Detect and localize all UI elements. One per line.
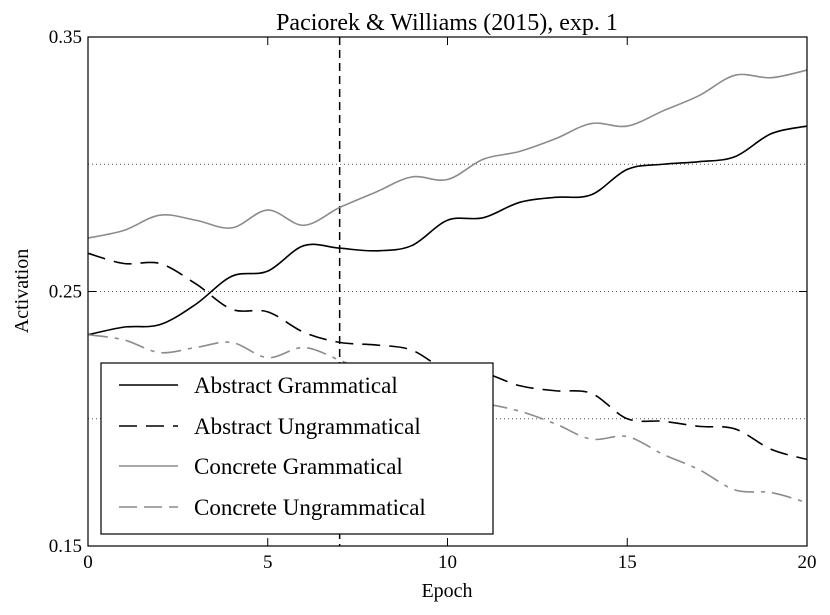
legend-box xyxy=(100,362,494,535)
y-axis-title: Activation xyxy=(11,249,33,333)
x-tick-label-3: 15 xyxy=(618,552,637,573)
series-line-2 xyxy=(87,69,808,239)
chart-title: Paciorek & Williams (2015), exp. 1 xyxy=(276,10,618,36)
legend-label-2: Concrete Grammatical xyxy=(194,454,403,479)
y-tick-label-1: 0.25 xyxy=(49,282,82,303)
series-line-0 xyxy=(87,125,808,336)
x-tick-label-0: 0 xyxy=(83,552,93,573)
legend-label-1: Abstract Ungrammatical xyxy=(194,414,421,439)
x-tick-label-4: 20 xyxy=(798,552,817,573)
x-tick-label-2: 10 xyxy=(438,552,457,573)
x-axis-title: Epoch xyxy=(421,580,472,602)
legend-label-0: Abstract Grammatical xyxy=(194,373,398,398)
legend-label-3: Concrete Ungrammatical xyxy=(194,495,426,520)
y-tick-label-0: 0.15 xyxy=(49,536,82,557)
y-tick-label-2: 0.35 xyxy=(49,27,82,48)
series-line-3 xyxy=(87,333,808,504)
tick-layer: 0 5 10 15 20 0.15 0.25 0.35 xyxy=(49,27,817,573)
x-tick-label-1: 5 xyxy=(263,552,273,573)
legend: Abstract Grammatical Abstract Ungrammatic… xyxy=(100,362,494,535)
